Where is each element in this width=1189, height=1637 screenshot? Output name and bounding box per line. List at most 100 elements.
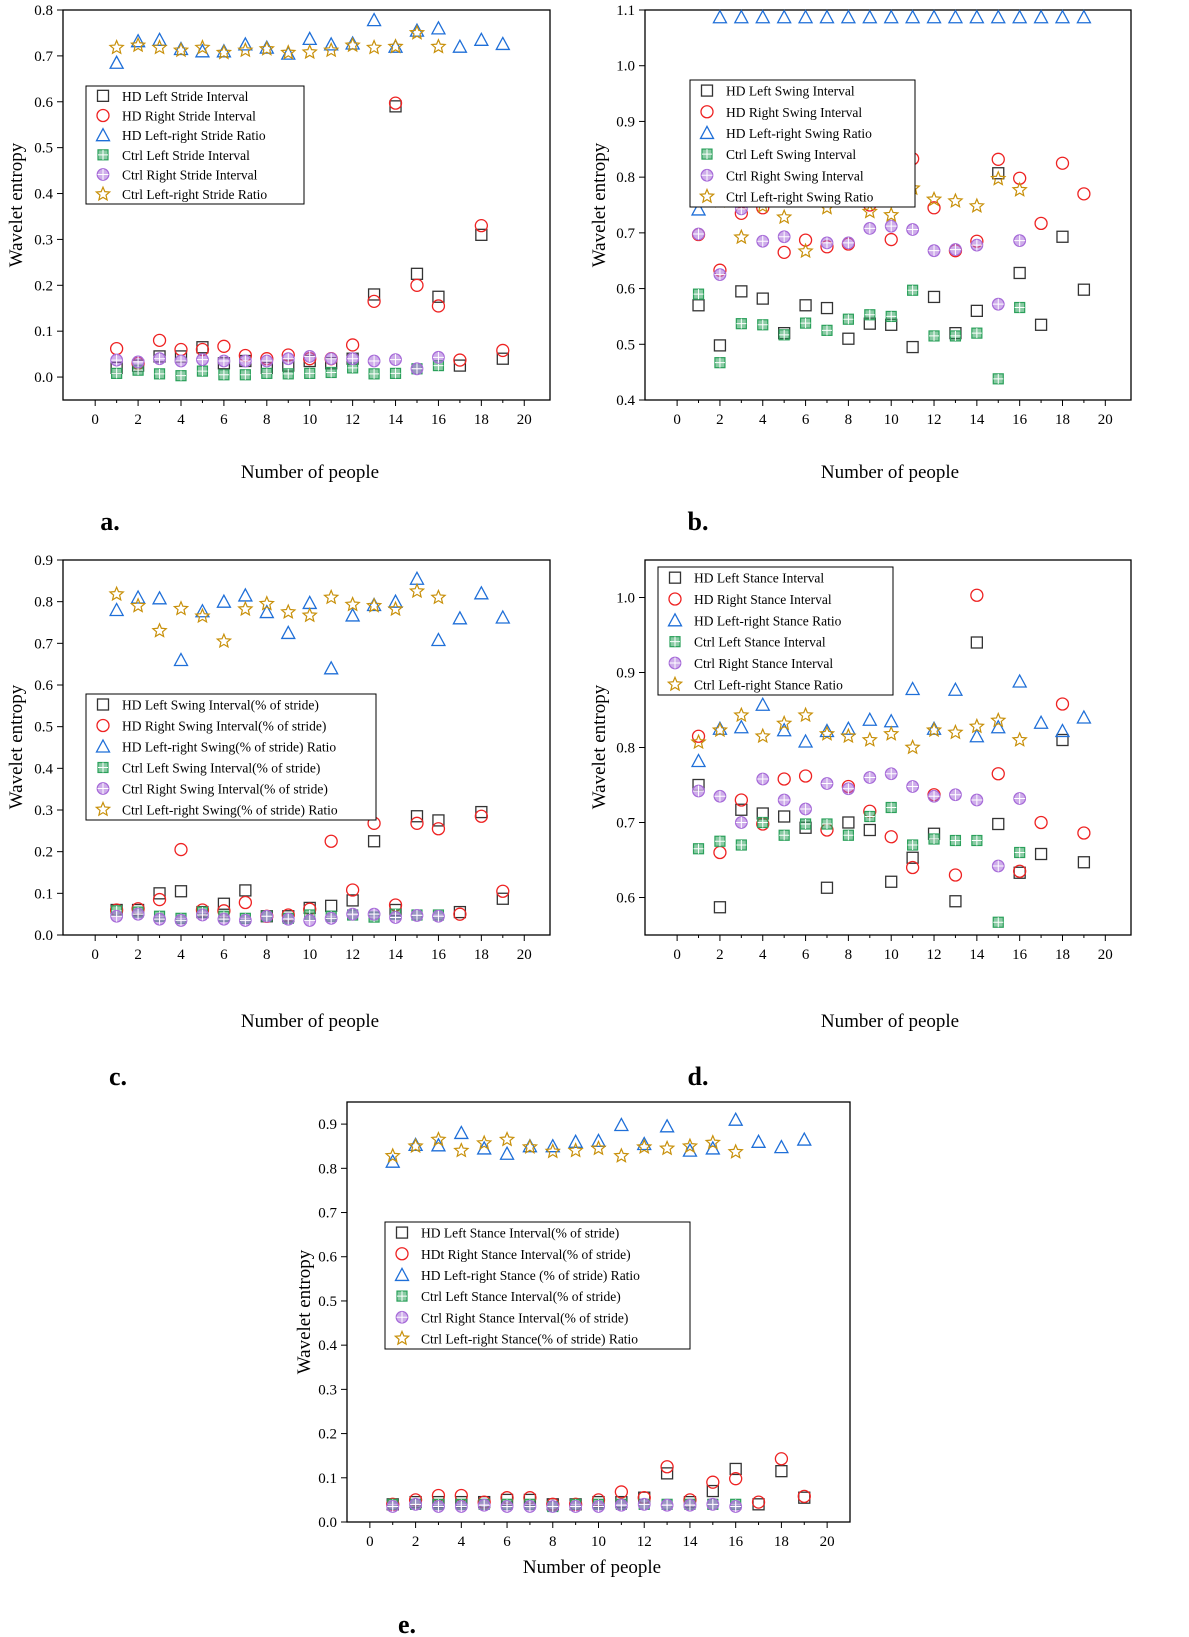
plus-mark [432,1501,444,1513]
data-point [1056,230,1069,243]
data-point [949,243,962,256]
star-icon [344,596,361,612]
x-tick-label: 8 [845,947,853,963]
square-icon [367,835,381,848]
plot-area [62,9,551,401]
data-point [692,288,705,300]
square-icon [389,100,402,113]
y-axis-title: Wavelet entropy [589,684,610,809]
series-3 [109,570,511,675]
circle-icon [474,809,488,823]
series-6 [384,1131,744,1163]
triangle-icon [862,9,878,24]
plus-mark [702,149,712,160]
data-point [842,332,855,345]
data-point [613,1117,629,1132]
legend-marker [700,168,714,182]
data-point [713,845,727,860]
circle-icon [668,592,682,606]
star-icon [567,1142,584,1158]
data-point [1055,156,1070,170]
data-point [238,914,252,927]
legend-entry: Ctrl Left Stride Interval [122,148,250,163]
data-point [194,603,211,618]
data-point [109,341,124,356]
data-point [1056,733,1069,747]
circle-icon [713,845,727,860]
data-point [798,233,813,247]
triangle-icon [453,1125,469,1140]
x-tick-label: 6 [802,412,810,428]
triangle-icon [613,1117,629,1132]
y-tick-label: 0.6 [34,95,53,111]
data-point [194,607,211,624]
plus-mark [929,834,940,844]
data-point [735,318,747,330]
data-point [1034,216,1048,231]
data-point [217,354,231,368]
circle-icon [238,895,253,910]
y-tick-label: 0.2 [34,278,53,294]
circle-icon [1077,826,1091,840]
plus-mark [821,819,832,829]
data-point [410,909,424,922]
plus-mark [396,1311,408,1323]
star-icon [258,595,275,611]
triangle-icon [151,590,168,605]
data-point [1013,234,1027,248]
triangle-icon [690,201,707,216]
plus-mark [730,1501,742,1513]
square-icon [735,285,748,298]
star-icon [704,1134,721,1150]
data-point [410,816,424,830]
data-point [797,733,814,748]
data-point [797,9,814,24]
square-icon [906,340,919,354]
star-icon [151,39,168,55]
x-tick-label: 14 [969,947,985,963]
data-point [453,907,467,921]
data-point [841,236,855,250]
data-point [130,33,146,48]
star-icon [172,600,190,616]
plus-mark [757,319,768,330]
square-icon [1034,318,1048,331]
star-icon [384,1147,401,1163]
square-icon [96,89,110,102]
star-icon [797,242,814,259]
legend-marker [700,105,714,119]
legend-entry: Ctrl Left-right Swing Ratio [726,189,874,204]
data-point [864,309,876,321]
circle-icon [905,860,920,875]
data-point [475,228,488,241]
data-point [325,899,338,912]
square-icon [174,885,188,898]
data-point [755,9,771,24]
triangle-icon [1076,709,1092,724]
plus-mark [239,355,251,367]
star-icon [151,622,168,638]
data-point [775,1465,788,1478]
data-point [453,1142,470,1158]
data-point [499,1145,515,1160]
plus-mark [821,237,833,249]
plus-mark [282,913,294,925]
legend-entry: Ctrl Left-right Stride Ratio [122,187,267,202]
data-point [367,354,381,368]
circle-icon [1055,156,1070,170]
legend-marker [668,656,682,670]
circle-icon [453,353,467,367]
square-icon [713,339,727,352]
data-point [1011,181,1028,197]
data-point [432,350,445,364]
data-point [820,881,834,894]
data-point [129,36,147,53]
legend-marker [95,127,111,142]
data-point [111,367,123,379]
plus-mark [132,908,144,920]
x-tick-label: 8 [263,412,271,428]
legend-entry: Ctrl Left-right Swing(% of stride) Ratio [122,803,338,818]
circle-icon [691,729,706,743]
star-icon [408,24,426,40]
data-point [430,20,447,35]
